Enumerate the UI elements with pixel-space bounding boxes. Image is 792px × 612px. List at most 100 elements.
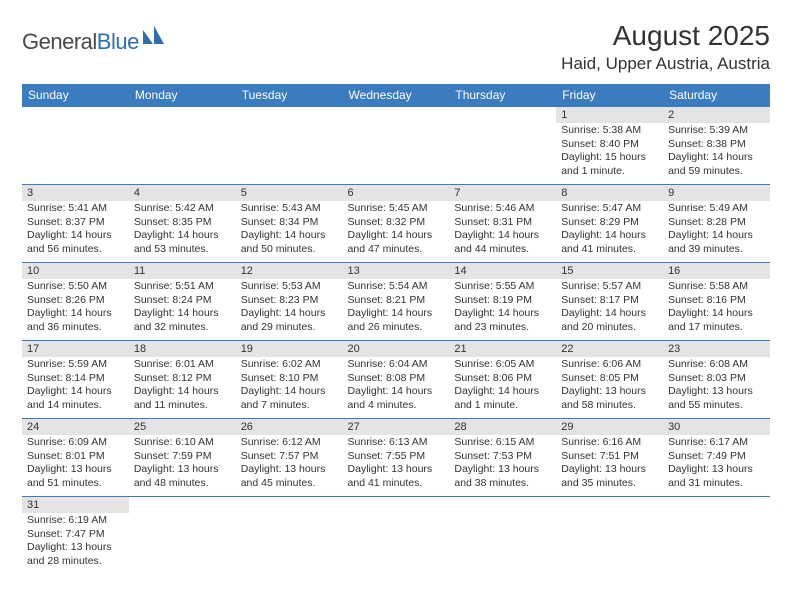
calendar-day: 6Sunrise: 5:45 AMSunset: 8:32 PMDaylight…: [343, 184, 450, 262]
calendar-day: 7Sunrise: 5:46 AMSunset: 8:31 PMDaylight…: [449, 184, 556, 262]
calendar-day: 27Sunrise: 6:13 AMSunset: 7:55 PMDayligh…: [343, 418, 450, 496]
day-number: [129, 106, 236, 123]
day-content: Sunrise: 6:10 AMSunset: 7:59 PMDaylight:…: [129, 435, 236, 493]
calendar-week: 1Sunrise: 5:38 AMSunset: 8:40 PMDaylight…: [22, 106, 770, 184]
day-header: Monday: [129, 84, 236, 106]
day-content: Sunrise: 5:57 AMSunset: 8:17 PMDaylight:…: [556, 279, 663, 337]
day-line: Daylight: 14 hours: [27, 229, 124, 243]
day-line: and 44 minutes.: [454, 243, 551, 257]
day-number: 20: [343, 340, 450, 357]
logo-text: GeneralBlue: [22, 29, 139, 55]
day-line: and 58 minutes.: [561, 399, 658, 413]
day-line: Daylight: 13 hours: [134, 463, 231, 477]
day-line: and 50 minutes.: [241, 243, 338, 257]
logo-text-blue: Blue: [97, 29, 139, 54]
day-content: Sunrise: 5:38 AMSunset: 8:40 PMDaylight:…: [556, 123, 663, 181]
day-line: Daylight: 13 hours: [348, 463, 445, 477]
day-line: Daylight: 14 hours: [454, 385, 551, 399]
logo-text-gray: General: [22, 29, 97, 54]
day-line: Daylight: 14 hours: [668, 229, 765, 243]
calendar-empty: [236, 106, 343, 184]
day-number: 27: [343, 418, 450, 435]
day-number: 15: [556, 262, 663, 279]
calendar-week: 10Sunrise: 5:50 AMSunset: 8:26 PMDayligh…: [22, 262, 770, 340]
day-content: Sunrise: 5:43 AMSunset: 8:34 PMDaylight:…: [236, 201, 343, 259]
day-line: Sunset: 7:51 PM: [561, 450, 658, 464]
calendar-day: 16Sunrise: 5:58 AMSunset: 8:16 PMDayligh…: [663, 262, 770, 340]
calendar-empty: [556, 496, 663, 574]
day-line: and 1 minute.: [454, 399, 551, 413]
day-line: Daylight: 14 hours: [241, 385, 338, 399]
day-number: 8: [556, 184, 663, 201]
day-number: 29: [556, 418, 663, 435]
day-line: Daylight: 14 hours: [134, 307, 231, 321]
day-line: Sunrise: 5:55 AM: [454, 280, 551, 294]
day-line: Daylight: 14 hours: [134, 229, 231, 243]
day-line: and 59 minutes.: [668, 165, 765, 179]
calendar-week: 17Sunrise: 5:59 AMSunset: 8:14 PMDayligh…: [22, 340, 770, 418]
day-line: and 31 minutes.: [668, 477, 765, 491]
day-content: Sunrise: 5:58 AMSunset: 8:16 PMDaylight:…: [663, 279, 770, 337]
calendar-day: 14Sunrise: 5:55 AMSunset: 8:19 PMDayligh…: [449, 262, 556, 340]
day-number: 25: [129, 418, 236, 435]
calendar-empty: [236, 496, 343, 574]
day-line: Sunset: 8:06 PM: [454, 372, 551, 386]
day-line: and 45 minutes.: [241, 477, 338, 491]
day-line: Sunrise: 6:09 AM: [27, 436, 124, 450]
calendar-day: 31Sunrise: 6:19 AMSunset: 7:47 PMDayligh…: [22, 496, 129, 574]
day-line: Daylight: 14 hours: [454, 229, 551, 243]
day-line: Sunset: 8:01 PM: [27, 450, 124, 464]
calendar-day: 9Sunrise: 5:49 AMSunset: 8:28 PMDaylight…: [663, 184, 770, 262]
day-content: Sunrise: 6:17 AMSunset: 7:49 PMDaylight:…: [663, 435, 770, 493]
day-content: Sunrise: 5:55 AMSunset: 8:19 PMDaylight:…: [449, 279, 556, 337]
day-line: and 32 minutes.: [134, 321, 231, 335]
day-line: Daylight: 13 hours: [241, 463, 338, 477]
day-number: 21: [449, 340, 556, 357]
day-content: Sunrise: 5:53 AMSunset: 8:23 PMDaylight:…: [236, 279, 343, 337]
day-line: Sunrise: 5:58 AM: [668, 280, 765, 294]
day-number: [129, 496, 236, 513]
day-line: Sunrise: 5:39 AM: [668, 124, 765, 138]
day-line: Daylight: 14 hours: [241, 307, 338, 321]
day-number: 11: [129, 262, 236, 279]
calendar-week: 31Sunrise: 6:19 AMSunset: 7:47 PMDayligh…: [22, 496, 770, 574]
logo: GeneralBlue: [22, 26, 165, 58]
day-line: Sunset: 7:47 PM: [27, 528, 124, 542]
day-content: Sunrise: 6:09 AMSunset: 8:01 PMDaylight:…: [22, 435, 129, 493]
day-content: Sunrise: 6:01 AMSunset: 8:12 PMDaylight:…: [129, 357, 236, 415]
day-content: Sunrise: 5:42 AMSunset: 8:35 PMDaylight:…: [129, 201, 236, 259]
day-line: Sunset: 7:59 PM: [134, 450, 231, 464]
calendar-day: 17Sunrise: 5:59 AMSunset: 8:14 PMDayligh…: [22, 340, 129, 418]
day-line: Sunrise: 5:50 AM: [27, 280, 124, 294]
day-number: 10: [22, 262, 129, 279]
day-number: 14: [449, 262, 556, 279]
calendar-body: 1Sunrise: 5:38 AMSunset: 8:40 PMDaylight…: [22, 106, 770, 574]
day-line: and 36 minutes.: [27, 321, 124, 335]
day-line: and 53 minutes.: [134, 243, 231, 257]
day-content: Sunrise: 5:46 AMSunset: 8:31 PMDaylight:…: [449, 201, 556, 259]
day-line: and 28 minutes.: [27, 555, 124, 569]
day-line: Daylight: 13 hours: [561, 385, 658, 399]
day-line: and 1 minute.: [561, 165, 658, 179]
day-number: [663, 496, 770, 513]
day-line: Sunset: 7:57 PM: [241, 450, 338, 464]
day-line: Sunset: 8:03 PM: [668, 372, 765, 386]
calendar-week: 3Sunrise: 5:41 AMSunset: 8:37 PMDaylight…: [22, 184, 770, 262]
day-line: and 7 minutes.: [241, 399, 338, 413]
day-line: Daylight: 13 hours: [454, 463, 551, 477]
day-number: 6: [343, 184, 450, 201]
day-line: Daylight: 14 hours: [27, 385, 124, 399]
day-line: and 26 minutes.: [348, 321, 445, 335]
day-line: and 48 minutes.: [134, 477, 231, 491]
day-line: and 4 minutes.: [348, 399, 445, 413]
calendar-day: 10Sunrise: 5:50 AMSunset: 8:26 PMDayligh…: [22, 262, 129, 340]
calendar-empty: [449, 106, 556, 184]
day-number: 30: [663, 418, 770, 435]
day-number: 4: [129, 184, 236, 201]
day-line: Sunset: 8:23 PM: [241, 294, 338, 308]
day-content: Sunrise: 6:02 AMSunset: 8:10 PMDaylight:…: [236, 357, 343, 415]
day-line: and 17 minutes.: [668, 321, 765, 335]
day-number: 28: [449, 418, 556, 435]
calendar-empty: [22, 106, 129, 184]
page-header: GeneralBlue August 2025 Haid, Upper Aust…: [22, 20, 770, 74]
